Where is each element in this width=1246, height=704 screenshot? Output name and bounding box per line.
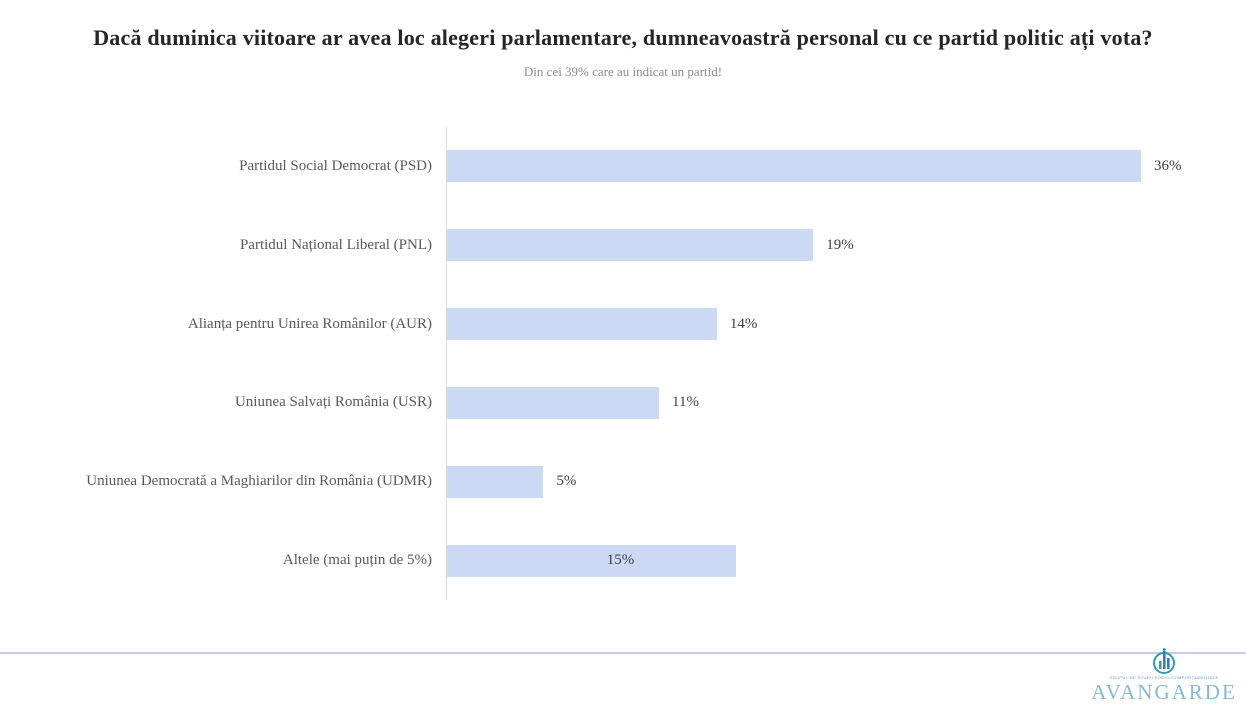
bar (447, 150, 1141, 183)
category-label: Partidul Social Democrat (PSD) (239, 157, 432, 174)
chart-subtitle: Din cei 39% care au indicat un partid! (523, 64, 723, 79)
bar (447, 386, 660, 419)
chart-row: Alianța pentru Unirea Românilor (AUR) 14… (0, 285, 1246, 364)
bar (447, 308, 717, 341)
chart-row: Uniunea Salvați România (USR) 11% (0, 364, 1246, 443)
logo-name: AVANGARDE (1091, 680, 1237, 704)
category-label: Altele (mai puțin de 5%) (282, 552, 432, 569)
value-label: 36% (1154, 157, 1182, 174)
bar (447, 465, 544, 498)
bar (447, 229, 814, 262)
category-label: Uniunea Salvați România (USR) (234, 394, 432, 411)
value-label: 19% (826, 236, 854, 253)
chart-row: Uniunea Democrată a Maghiarilor din Româ… (0, 442, 1246, 521)
chart-row: Partidul Social Democrat (PSD) 36% (0, 127, 1246, 206)
chart-row: Altele (mai puțin de 5%) 15% (0, 521, 1246, 600)
category-label: Partidul Național Liberal (PNL) (239, 236, 432, 253)
category-label: Alianța pentru Unirea Românilor (AUR) (187, 315, 432, 332)
chart-row: Partidul Național Liberal (PNL) 19% (0, 206, 1246, 285)
value-label: 5% (556, 473, 577, 490)
bar-chart-circle-icon (1153, 648, 1175, 674)
value-label: 15% (606, 552, 635, 569)
footer-divider (0, 652, 1246, 654)
logo-tagline: GRUPUL DE STUDII SOCIO-COMPORTAMENTALE (1109, 676, 1219, 680)
plot-area: Partidul Social Democrat (PSD) 36% Parti… (0, 127, 1246, 600)
chart-title: Dacă duminica viitoare ar avea loc alege… (93, 25, 1153, 50)
y-axis-line (446, 127, 447, 600)
value-label: 14% (729, 315, 758, 332)
avangarde-logo: GRUPUL DE STUDII SOCIO-COMPORTAMENTALE A… (1084, 647, 1244, 703)
bar (447, 544, 737, 577)
category-label: Uniunea Democrată a Maghiarilor din Româ… (86, 473, 432, 490)
value-label: 11% (672, 394, 699, 411)
